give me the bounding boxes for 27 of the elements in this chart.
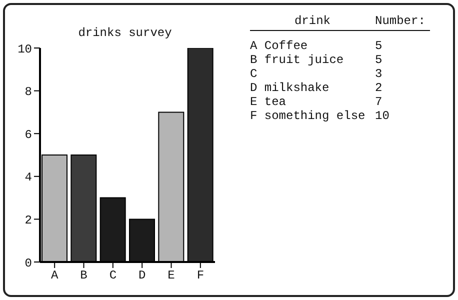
x-tick-label: B xyxy=(80,268,88,283)
y-tick-label: 2 xyxy=(24,213,32,228)
text: drink xyxy=(293,14,332,28)
text: E tea xyxy=(250,95,288,109)
x-tick-label: A xyxy=(50,268,59,283)
text: F something else xyxy=(250,109,366,123)
text: 10 xyxy=(375,109,390,123)
text: A Coffee xyxy=(250,39,309,53)
chart-title: drinks survey xyxy=(77,26,173,40)
text: C xyxy=(250,67,258,81)
y-tick-label: 0 xyxy=(24,256,32,270)
x-tick-label: F xyxy=(196,268,204,283)
text: 2 xyxy=(375,81,382,95)
y-tick-label: 6 xyxy=(24,128,32,142)
text: 3 xyxy=(375,67,382,81)
text: 5 xyxy=(375,39,382,53)
text: Number: xyxy=(375,14,426,28)
text: B fruit juice xyxy=(250,53,345,67)
y-tick-label: 4 xyxy=(24,170,32,185)
text: D milkshake xyxy=(250,81,330,95)
x-tick-label: C xyxy=(109,268,117,283)
x-tick-label: E xyxy=(168,268,175,283)
y-tick-label: 8 xyxy=(24,85,32,100)
text: 7 xyxy=(375,95,382,109)
y-tick-label: 10 xyxy=(18,42,32,56)
text: 5 xyxy=(375,53,382,67)
x-tick-label: D xyxy=(138,268,146,283)
